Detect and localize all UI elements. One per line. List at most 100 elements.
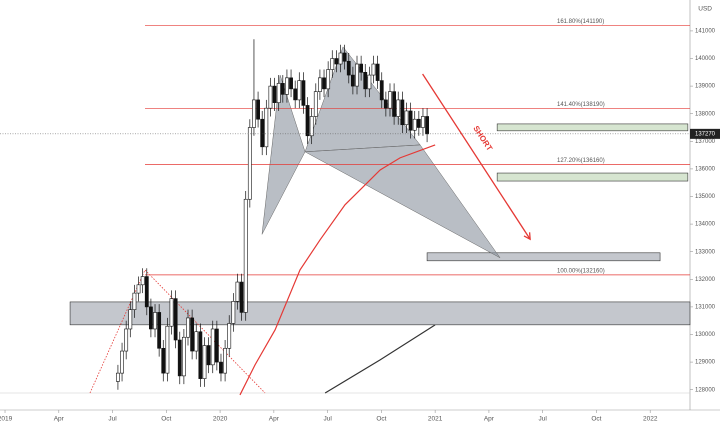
candle-body [404,110,409,126]
candle-body [280,83,285,95]
y-tick-label: 135000 [695,194,716,200]
candle-body [309,116,314,137]
candle-body [256,99,260,120]
candle-body [318,77,322,92]
candle-body [247,127,252,200]
fib-label: 141.40%(138190) [557,102,605,108]
y-tick-label: 132000 [695,277,716,283]
candle-body [252,99,256,128]
fib-label: 161.80%(141190) [557,19,604,25]
candle-body [128,309,133,330]
candle-body [165,325,170,374]
candle-body [227,323,232,349]
candle-body [264,107,269,148]
x-tick-label: 2019 [0,416,13,423]
candle-body [359,63,364,73]
y-tick-label: 137000 [695,139,716,145]
x-tick-label: Apr [484,416,495,423]
zone [426,252,661,262]
candle-body [235,281,240,302]
candle-body [388,91,392,109]
x-tick-label: 2020 [213,416,228,423]
candle-body [313,91,318,117]
candle-body [297,80,302,101]
y-tick-label: 133000 [695,249,716,255]
zone [496,123,689,132]
fib-label: 100.00%(132160) [557,268,605,274]
candle-body [305,105,310,137]
x-tick-label: Apr [269,416,280,423]
pattern-triangle [261,74,306,235]
candle-body [400,99,405,126]
candle-body [161,347,166,374]
candle-body [375,63,380,81]
candle-body [268,85,273,109]
moving-average [239,144,436,396]
x-tick-label: Apr [54,416,65,423]
y-tick-label: 129000 [695,360,716,366]
candle-body [136,284,141,294]
candle-body [186,317,190,338]
candle-body [293,88,298,101]
candle-body [190,317,195,352]
candle-body [383,99,388,109]
candle-body [408,110,413,131]
candle-body [371,63,376,76]
candle-body [239,281,244,313]
candle-body [363,72,368,90]
candle-body [421,116,425,128]
candle-body [346,60,351,76]
candle-body [355,63,359,87]
candle-body [223,347,228,374]
current-price-label: 137270 [695,131,716,137]
current-price-box [690,128,720,139]
candle-body [214,328,219,363]
candle-body [153,312,157,330]
candle-body [140,276,145,286]
fib-label: 127.20%(136160) [557,158,605,164]
pattern-triangle [304,144,501,258]
candle-body [301,80,306,106]
candle-body [322,77,326,90]
candle-body [202,345,207,379]
y-tick-label: 136000 [695,166,716,172]
y-tick-label: 130000 [695,332,716,338]
candle-body [132,292,137,310]
x-tick-label: 2021 [428,416,443,423]
y-tick-label: 141000 [695,28,716,34]
candle-body [169,298,174,327]
candle-body [276,83,281,103]
candle-body [416,118,421,128]
short-arrow [422,73,531,240]
candle-body [338,52,343,65]
candle-body [367,74,372,90]
y-tick-label: 139000 [695,84,716,90]
candle-body [243,198,248,313]
candle-body [326,69,331,90]
x-tick-label: 2022 [643,416,658,423]
candle-body [149,306,153,330]
zone [496,172,689,182]
candle-body [219,361,223,374]
candle-body [350,74,355,87]
candle-body [425,116,429,135]
y-tick-label: 131000 [695,304,716,310]
candle-body [144,276,149,308]
zone [69,301,691,326]
candle-body [124,328,129,352]
candle-body [198,331,203,379]
candle-body [206,345,211,366]
candle-body [272,85,277,103]
candle-body [177,339,182,377]
candle-body [120,350,124,374]
candle-body [194,331,199,352]
candle-body [289,77,293,90]
candle-body [334,58,339,65]
short-arrowhead [523,232,531,241]
candle-body [379,80,384,101]
x-tick-label: Oct [376,416,386,423]
y-tick-label: 140000 [695,56,716,62]
x-tick-label: Oct [591,416,601,423]
candle-body [116,372,120,382]
